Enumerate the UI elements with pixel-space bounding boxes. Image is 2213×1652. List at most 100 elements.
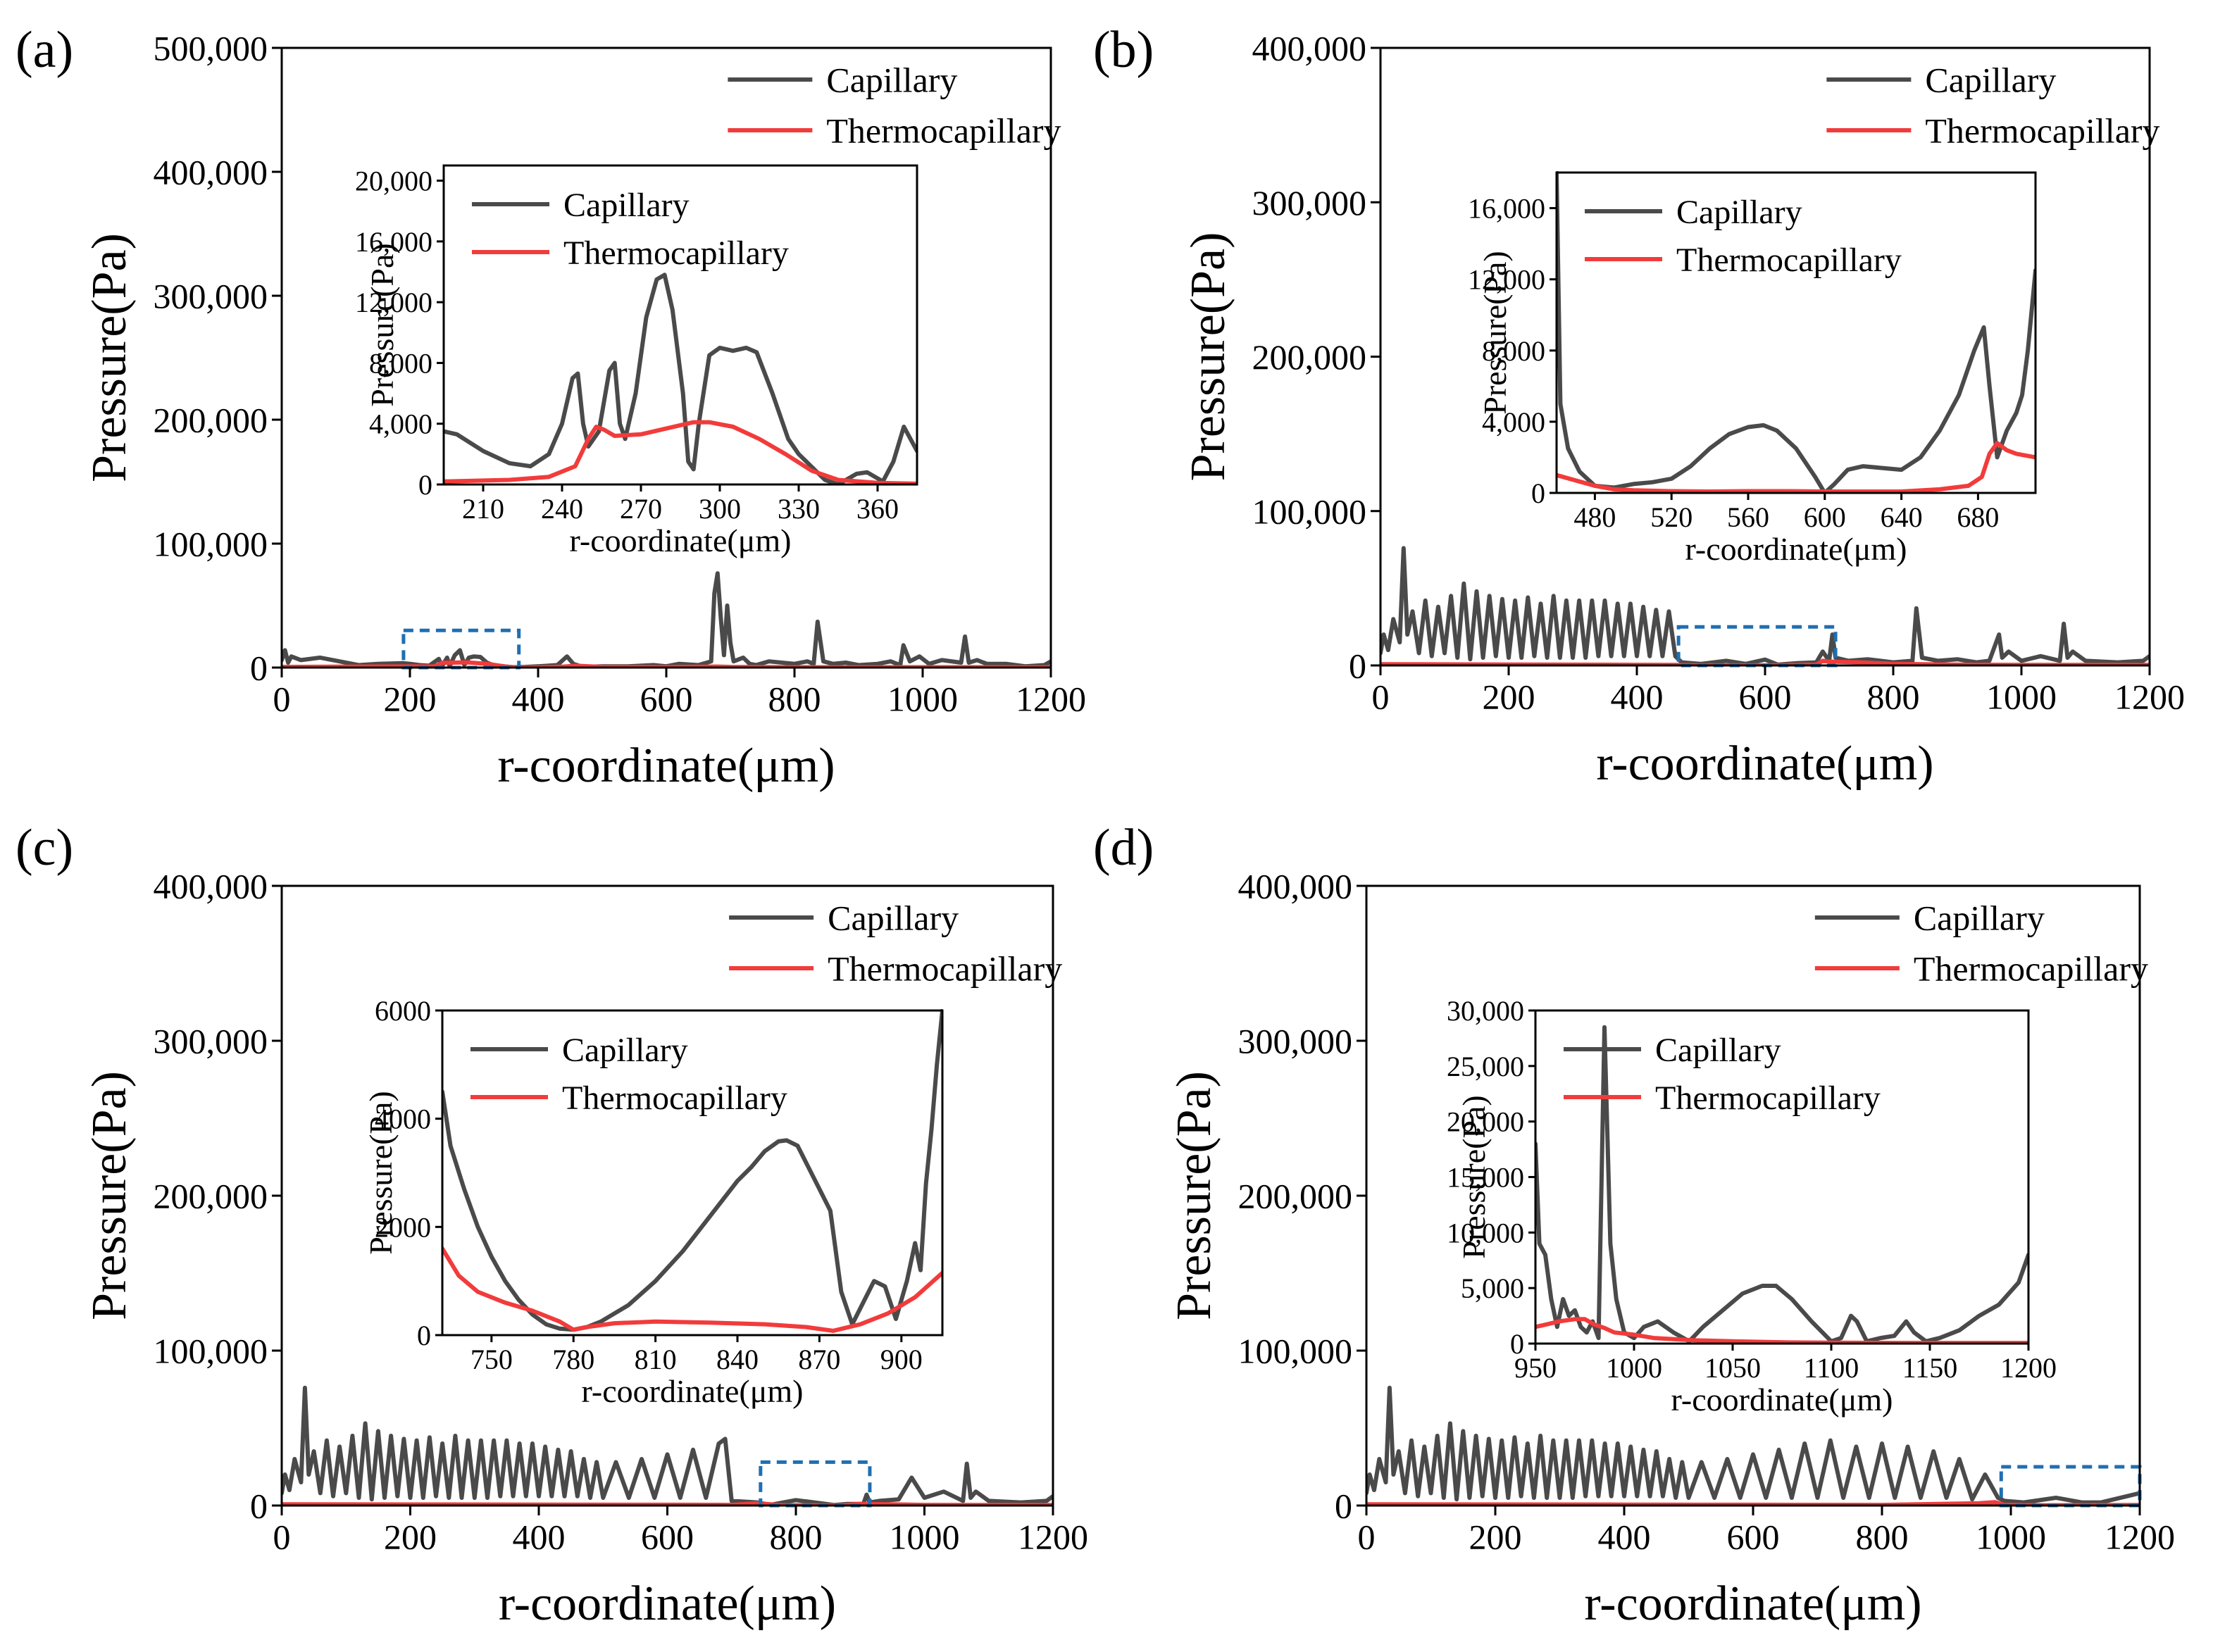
zoom-region-box xyxy=(401,628,521,670)
panel-d-label: (d) xyxy=(1093,819,1154,877)
panel-b: (b) 0 200 400 600 800 1000 1200 0 100,000 200,000… xyxy=(1093,21,2185,791)
x-tick-label: 1200 xyxy=(1016,680,1086,719)
x-tick-label: 1200 xyxy=(2105,1518,2175,1557)
series-group xyxy=(282,571,1051,668)
legend-label: Thermocapillary xyxy=(828,949,1062,989)
y-tick-label: 300,000 xyxy=(154,277,268,316)
x-tick-label: 800 xyxy=(1867,677,1920,717)
x-tick-label: 950 xyxy=(1514,1352,1557,1384)
panel-a: (a) 0 200 400 600 800 1000 1200 0 100,000 200,000… xyxy=(15,21,1086,793)
y-tick-label: 100,000 xyxy=(154,1332,268,1371)
x-tick-label: 0 xyxy=(1372,677,1390,717)
series-group xyxy=(444,273,917,484)
legend-label: Thermocapillary xyxy=(1676,242,1902,279)
legend-label: Capillary xyxy=(1925,61,2056,100)
y-tick-label: 4,000 xyxy=(1482,406,1545,438)
x-tick-label: 1050 xyxy=(1704,1352,1761,1384)
y-tick-label: 400,000 xyxy=(154,867,268,906)
y-tick-label: 300,000 xyxy=(1252,183,1367,223)
x-axis-label: r-coordinate(μm) xyxy=(499,1577,836,1631)
y-tick-label: 500,000 xyxy=(154,29,268,68)
series-group xyxy=(442,1009,942,1333)
x-tick-label: 600 xyxy=(641,1518,694,1557)
y-tick-label: 200,000 xyxy=(1252,337,1367,377)
legend-label: Capillary xyxy=(563,187,690,224)
x-tick-label: 1000 xyxy=(1976,1518,2046,1557)
y-tick-label: 8,000 xyxy=(369,347,432,379)
x-tick-label: 400 xyxy=(512,680,565,719)
series-line-thermocapillary xyxy=(444,420,917,484)
x-tick-label: 810 xyxy=(635,1344,677,1375)
y-tick-label: 300,000 xyxy=(1238,1022,1353,1061)
x-tick-label: 480 xyxy=(1573,501,1616,533)
x-tick-label: 400 xyxy=(1611,677,1664,717)
legend-label: Thermocapillary xyxy=(1655,1080,1881,1117)
x-tick-label: 0 xyxy=(273,1518,291,1557)
inset-background xyxy=(1557,173,2036,493)
x-tick-label: 640 xyxy=(1881,501,1923,533)
y-tick-label: 16,000 xyxy=(355,226,432,258)
x-tick-label: 210 xyxy=(462,493,504,525)
panel-d-inset-axes: 950 1000 1050 1100 1150 1200 0 5,000 10,000 15,00… xyxy=(1447,995,2057,1418)
x-tick-label: 270 xyxy=(620,493,662,525)
panel-b-inset-axes: 480 520 560 600 640 680 0 4,000 8,000 12,000 16,00… xyxy=(1468,171,2037,567)
y-axis-label: Pressure(Pa) xyxy=(82,233,137,482)
y-tick-label: 4000 xyxy=(375,1103,431,1135)
series-line-capillary xyxy=(444,273,917,484)
x-tick-label: 400 xyxy=(513,1518,566,1557)
x-tick-label: 360 xyxy=(856,493,899,525)
y-tick-label: 400,000 xyxy=(154,153,268,192)
x-tick-label: 330 xyxy=(778,493,820,525)
y-tick-label: 400,000 xyxy=(1238,867,1353,906)
y-tick-label: 100,000 xyxy=(154,525,268,564)
x-tick-label: 840 xyxy=(716,1344,759,1375)
x-tick-label: 200 xyxy=(1469,1518,1522,1557)
y-axis-label: Pressure(Pa) xyxy=(1456,1095,1492,1259)
x-tick-label: 800 xyxy=(1856,1518,1909,1557)
y-tick-label: 0 xyxy=(1531,477,1545,509)
series-line-capillary xyxy=(442,1009,942,1332)
x-tick-label: 200 xyxy=(384,680,437,719)
y-tick-label: 25,000 xyxy=(1447,1051,1524,1082)
x-tick-label: 560 xyxy=(1727,501,1769,533)
y-axis-label: Pressure(Pa) xyxy=(82,1071,137,1320)
x-tick-label: 1000 xyxy=(1986,677,2057,717)
panel-b-label: (b) xyxy=(1093,21,1154,79)
x-tick-label: 1000 xyxy=(887,680,958,719)
x-axis-label: r-coordinate(μm) xyxy=(497,739,835,793)
y-tick-label: 16,000 xyxy=(1468,193,1545,225)
panel-d-axes: 0 200 400 600 800 1000 1200 0 100,000 200,000 300,… xyxy=(1167,867,2175,1632)
y-tick-label: 4,000 xyxy=(369,408,432,440)
series-line-capillary xyxy=(282,571,1051,668)
x-axis-label: r-coordinate(μm) xyxy=(570,522,792,558)
y-axis-label: Pressure(Pa) xyxy=(364,243,400,407)
legend-label: Thermocapillary xyxy=(1925,111,2159,151)
legend-label: Capillary xyxy=(828,899,959,938)
zoom-region-box xyxy=(759,1460,872,1508)
plot-frame xyxy=(442,164,918,486)
y-tick-label: 5,000 xyxy=(1461,1272,1524,1304)
legend-label: Capillary xyxy=(826,61,957,100)
series-group xyxy=(1557,171,2036,493)
legend-label: Thermocapillary xyxy=(1914,949,2148,989)
x-tick-label: 680 xyxy=(1957,501,1999,533)
y-tick-label: 12,000 xyxy=(1468,264,1545,296)
y-tick-label: 100,000 xyxy=(1238,1332,1353,1371)
x-tick-label: 0 xyxy=(1358,1518,1376,1557)
y-tick-label: 200,000 xyxy=(1238,1177,1353,1216)
plot-frame xyxy=(1555,171,2037,494)
y-axis-label: Pressure(Pa) xyxy=(1181,232,1235,482)
series-line-capillary xyxy=(282,1385,1053,1506)
series-line-capillary xyxy=(1366,1385,2140,1505)
y-tick-label: 0 xyxy=(250,1487,268,1526)
x-tick-label: 870 xyxy=(798,1344,840,1375)
y-tick-label: 6000 xyxy=(375,995,431,1027)
x-tick-label: 1200 xyxy=(1018,1518,1088,1557)
x-axis-label: r-coordinate(μm) xyxy=(1596,737,1933,791)
panel-c-label: (c) xyxy=(15,819,73,877)
y-axis-label: Pressure(Pa) xyxy=(1167,1071,1221,1320)
panel-a-axes: 0 200 400 600 800 1000 1200 0 100,000 200,000 300,… xyxy=(82,29,1086,794)
y-tick-label: 0 xyxy=(1335,1487,1352,1526)
inset-background xyxy=(442,1010,942,1335)
